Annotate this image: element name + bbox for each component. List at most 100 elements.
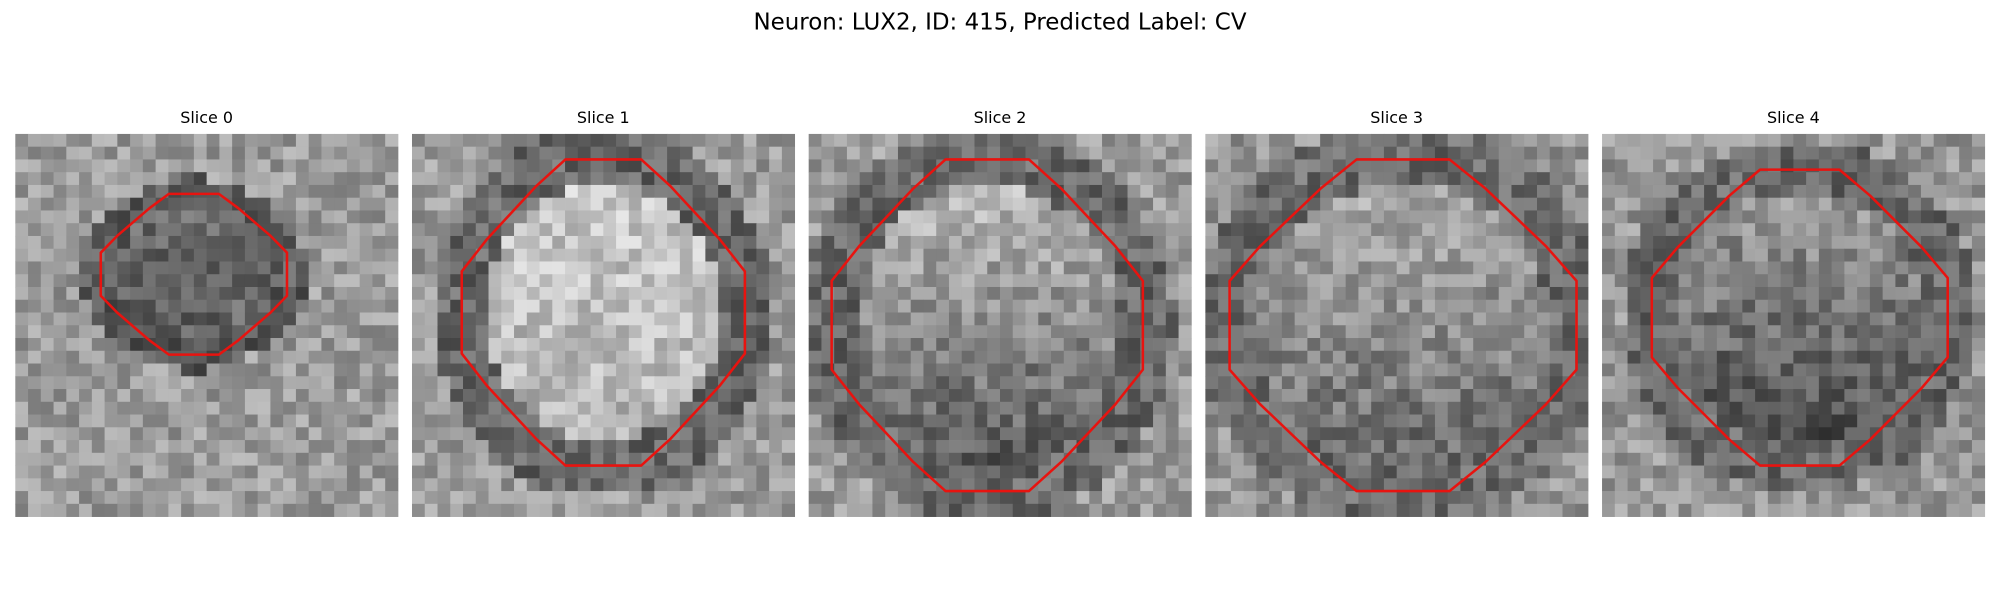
pixel (1012, 465, 1026, 479)
pixel (756, 376, 770, 390)
pixel (475, 210, 489, 224)
pixel (1000, 299, 1014, 313)
pixel (1704, 503, 1718, 517)
pixel (1511, 452, 1525, 466)
pixel (897, 261, 912, 275)
pixel (1345, 389, 1359, 403)
pixel (1000, 261, 1014, 275)
pixel (743, 274, 757, 288)
pixel (1243, 235, 1257, 250)
pixel (1959, 159, 1973, 173)
pixel (1051, 350, 1065, 364)
pixel (1806, 299, 1820, 313)
pixel (1422, 172, 1436, 186)
pixel (1549, 223, 1563, 237)
pixel (1383, 261, 1398, 275)
pixel (283, 235, 297, 250)
pixel (1575, 172, 1589, 186)
pixel (1127, 286, 1141, 301)
pixel (308, 235, 322, 250)
pixel (1051, 401, 1065, 415)
pixel (1678, 184, 1692, 199)
pixel (1575, 376, 1589, 390)
pixel (1933, 197, 1947, 211)
pixel (1602, 427, 1616, 441)
pixel (359, 440, 373, 454)
pixel (475, 274, 489, 288)
pixel (1653, 172, 1667, 186)
pixel (1165, 146, 1179, 160)
pixel (1524, 159, 1538, 173)
pixel (1793, 325, 1807, 339)
pixel (475, 172, 489, 186)
pixel (808, 286, 822, 301)
pixel (1140, 414, 1154, 428)
pixel (1038, 414, 1052, 428)
pixel (66, 389, 80, 403)
pixel (168, 197, 182, 211)
pixel (1051, 210, 1065, 224)
pixel (1562, 350, 1576, 364)
pixel (1653, 223, 1667, 237)
pixel (616, 159, 630, 173)
pixel (437, 197, 451, 211)
pixel (552, 401, 566, 415)
pixel (117, 286, 131, 301)
pixel (781, 338, 796, 352)
pixel (1000, 146, 1014, 160)
pixel (1755, 299, 1769, 313)
pixel (53, 286, 67, 301)
pixel (463, 146, 477, 160)
pixel (1602, 235, 1616, 250)
pixel (1178, 414, 1192, 428)
pixel (1678, 312, 1692, 326)
pixel (219, 440, 233, 454)
pixel (692, 363, 706, 377)
pixel (846, 223, 861, 237)
pixel (1933, 172, 1947, 186)
pixel (193, 146, 208, 160)
pixel (743, 376, 757, 390)
pixel (974, 274, 988, 288)
pixel (424, 325, 438, 339)
pixel (897, 274, 912, 288)
pixel (1536, 465, 1551, 479)
pixel (1165, 197, 1179, 211)
pixel (1869, 248, 1884, 262)
pixel (463, 197, 477, 211)
pixel (1959, 325, 1973, 339)
pixel (1358, 286, 1372, 301)
pixel (1882, 491, 1896, 505)
pixel (859, 350, 873, 364)
pixel (488, 452, 502, 466)
pixel (1882, 299, 1896, 313)
pixel (155, 223, 169, 237)
pixel (283, 197, 297, 211)
pixel (539, 159, 553, 173)
pixel (1140, 133, 1154, 148)
pixel (577, 440, 591, 454)
pixel (936, 478, 950, 492)
pixel (1422, 401, 1436, 415)
pixel (667, 146, 681, 160)
pixel (104, 465, 118, 479)
pixel (1409, 478, 1423, 492)
pixel (1716, 274, 1730, 288)
pixel (1511, 350, 1525, 364)
pixel (130, 452, 144, 466)
pixel (53, 389, 67, 403)
pixel (859, 261, 873, 275)
pixel (1549, 491, 1563, 505)
pixel (142, 210, 156, 224)
pixel (1614, 146, 1628, 160)
pixel (321, 503, 335, 517)
pixel (1256, 350, 1270, 364)
pixel (181, 427, 195, 441)
pixel (130, 363, 144, 377)
pixel (910, 133, 924, 148)
pixel (66, 172, 80, 186)
pixel (1755, 210, 1769, 224)
pixel (1447, 414, 1461, 428)
pixel (308, 325, 322, 339)
pixel (117, 350, 131, 364)
